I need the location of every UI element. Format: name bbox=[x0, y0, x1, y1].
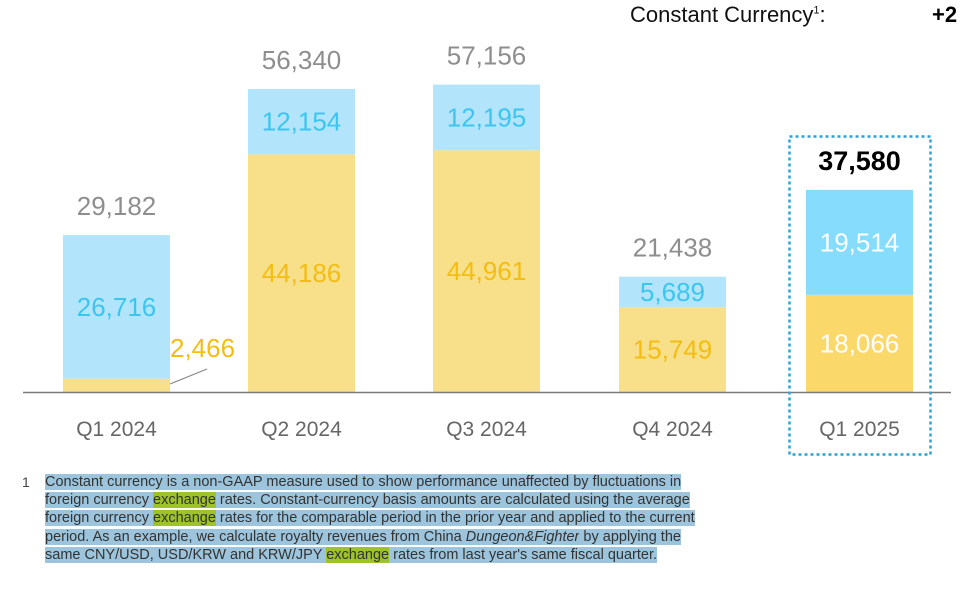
footnote-line: foreign currency exchange rates for the … bbox=[45, 509, 842, 527]
bar-top-0 bbox=[63, 235, 170, 379]
bar-total-label-3: 21,438 bbox=[633, 233, 713, 263]
bar-bottom-label-2: 44,961 bbox=[447, 256, 527, 286]
bar-bottom-2 bbox=[433, 150, 540, 392]
selected-text: same CNY/USD, USD/KRW and KRW/JPY bbox=[45, 546, 327, 563]
bar-total-label-0: 29,182 bbox=[77, 191, 157, 221]
selected-text: Constant currency is a non-GAAP measure … bbox=[45, 474, 682, 490]
footnote-line: same CNY/USD, USD/KRW and KRW/JPY exchan… bbox=[45, 546, 842, 564]
constant-currency-label: Constant Currency1: bbox=[630, 2, 826, 27]
x-tick-label-4: Q1 2025 bbox=[819, 418, 900, 441]
bar-top-label-0: 26,716 bbox=[77, 292, 157, 322]
bar-bottom-3 bbox=[619, 307, 726, 392]
selected-text: foreign currency bbox=[45, 492, 153, 509]
bar-top-2 bbox=[433, 84, 540, 151]
footnote-line: foreign currency exchange rates. Constan… bbox=[45, 491, 842, 509]
footnote-line: period. As an example, we calculate roya… bbox=[45, 528, 842, 546]
constant-currency-value: +2 bbox=[932, 2, 958, 27]
footnote-line: Constant currency is a non-GAAP measure … bbox=[45, 473, 842, 491]
search-match: exchange bbox=[153, 492, 216, 509]
x-tick-label-1: Q2 2024 bbox=[261, 418, 342, 441]
bar-bottom-label-0: 2,466 bbox=[170, 333, 235, 363]
selected-text: by applying the bbox=[579, 528, 681, 545]
bar-total-label-1: 56,340 bbox=[262, 45, 342, 75]
highlight-box bbox=[788, 135, 932, 456]
bar-total-label-2: 57,156 bbox=[447, 41, 527, 71]
selected-text: rates. Constant-currency basis amounts a… bbox=[215, 492, 690, 509]
bar-bottom-4 bbox=[806, 294, 913, 392]
revenue-stacked-bar-chart: 2,466 26,716 29,182 Q1 2024 44,186 12,154 56,3… bbox=[23, 41, 951, 456]
constant-currency-header: Constant Currency1: +2 bbox=[630, 2, 963, 30]
footnote: 1 Constant currency is a non-GAAP measur… bbox=[22, 473, 842, 564]
bar-top-label-4: 19,514 bbox=[820, 227, 900, 257]
bar-top-4 bbox=[806, 189, 913, 295]
bar-bottom-label-3: 15,749 bbox=[633, 335, 713, 365]
selected-text: Dungeon&Fighter bbox=[465, 528, 580, 545]
bar-top-label-1: 12,154 bbox=[262, 107, 342, 137]
bar-bottom-label-1: 44,186 bbox=[262, 258, 342, 288]
footnote-marker: 1 bbox=[22, 474, 30, 490]
search-match: exchange bbox=[153, 510, 216, 527]
selected-text: rates from last year's same fiscal quart… bbox=[389, 546, 657, 563]
bar-bottom-0 bbox=[63, 378, 170, 392]
selected-text: period. As an example, we calculate roya… bbox=[45, 528, 466, 545]
selected-text: rates for the comparable period in the p… bbox=[215, 510, 695, 527]
bar-top-label-3: 5,689 bbox=[640, 277, 705, 307]
footnote-text: Constant currency is a non-GAAP measure … bbox=[45, 473, 842, 564]
bar-bottom-label-4: 18,066 bbox=[820, 328, 900, 358]
bar-top-3 bbox=[619, 276, 726, 308]
search-match: exchange bbox=[326, 546, 390, 563]
x-tick-label-3: Q4 2024 bbox=[632, 418, 713, 441]
bar-top-1 bbox=[248, 89, 355, 155]
leader-line-0 bbox=[169, 368, 208, 385]
x-tick-label-2: Q3 2024 bbox=[446, 418, 527, 441]
footnote-ref: 1 bbox=[813, 4, 820, 17]
x-tick-label-0: Q1 2024 bbox=[76, 418, 157, 441]
bar-total-label-4: 37,580 bbox=[818, 146, 901, 176]
selected-text: foreign currency bbox=[45, 510, 153, 527]
bar-bottom-1 bbox=[248, 154, 355, 392]
bar-top-label-2: 12,195 bbox=[447, 102, 527, 132]
